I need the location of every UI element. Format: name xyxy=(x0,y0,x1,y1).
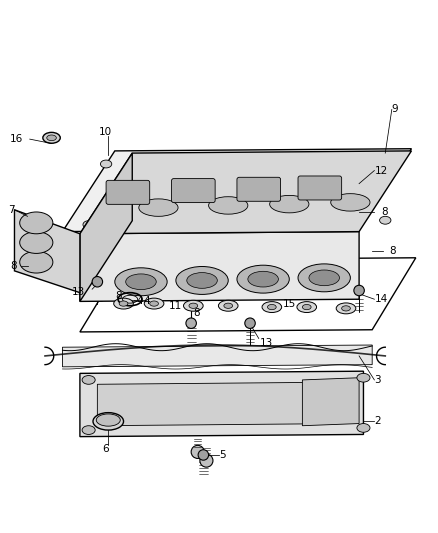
Ellipse shape xyxy=(176,266,228,294)
Ellipse shape xyxy=(157,159,168,167)
Ellipse shape xyxy=(177,173,244,221)
Text: 2: 2 xyxy=(374,416,380,426)
Ellipse shape xyxy=(353,285,364,296)
Polygon shape xyxy=(80,151,410,234)
Ellipse shape xyxy=(335,217,346,225)
Ellipse shape xyxy=(20,232,53,253)
Ellipse shape xyxy=(20,251,53,273)
Text: 8: 8 xyxy=(380,207,387,217)
Polygon shape xyxy=(14,210,80,293)
Ellipse shape xyxy=(138,199,178,216)
Ellipse shape xyxy=(237,265,289,293)
Ellipse shape xyxy=(261,302,281,312)
Ellipse shape xyxy=(269,196,308,213)
Ellipse shape xyxy=(267,304,276,310)
Polygon shape xyxy=(62,345,371,367)
Text: 13: 13 xyxy=(72,287,85,297)
Text: 4: 4 xyxy=(136,296,143,306)
Ellipse shape xyxy=(20,212,53,234)
Ellipse shape xyxy=(223,303,232,309)
Ellipse shape xyxy=(244,318,254,328)
Ellipse shape xyxy=(356,374,369,382)
Ellipse shape xyxy=(297,264,350,292)
Ellipse shape xyxy=(96,414,120,426)
Text: 9: 9 xyxy=(391,104,398,115)
Ellipse shape xyxy=(144,298,163,309)
Ellipse shape xyxy=(379,216,390,224)
Ellipse shape xyxy=(191,446,204,458)
Polygon shape xyxy=(80,371,363,437)
Text: 5: 5 xyxy=(219,450,226,460)
Ellipse shape xyxy=(199,454,212,467)
Ellipse shape xyxy=(198,450,208,460)
Polygon shape xyxy=(62,149,410,232)
Ellipse shape xyxy=(100,160,112,168)
Text: 8: 8 xyxy=(193,308,199,318)
Ellipse shape xyxy=(308,270,339,286)
Ellipse shape xyxy=(125,274,156,289)
Text: 8: 8 xyxy=(389,246,396,256)
Ellipse shape xyxy=(183,300,203,311)
Ellipse shape xyxy=(336,303,355,314)
Ellipse shape xyxy=(218,300,237,311)
Text: 8: 8 xyxy=(115,291,121,301)
Ellipse shape xyxy=(188,303,197,309)
Text: 14: 14 xyxy=(374,294,387,304)
Ellipse shape xyxy=(341,306,350,311)
Ellipse shape xyxy=(43,132,60,143)
Ellipse shape xyxy=(116,175,184,223)
Ellipse shape xyxy=(296,302,316,312)
Ellipse shape xyxy=(93,413,123,430)
FancyBboxPatch shape xyxy=(297,176,341,200)
Ellipse shape xyxy=(92,277,102,287)
Polygon shape xyxy=(80,232,358,301)
Text: 12: 12 xyxy=(374,166,387,175)
Ellipse shape xyxy=(226,219,238,227)
Ellipse shape xyxy=(292,218,303,226)
Ellipse shape xyxy=(298,169,366,217)
Ellipse shape xyxy=(115,268,167,296)
Text: 13: 13 xyxy=(259,338,272,348)
Ellipse shape xyxy=(113,220,124,228)
Ellipse shape xyxy=(330,193,369,211)
Ellipse shape xyxy=(186,272,217,288)
Polygon shape xyxy=(80,153,132,301)
Ellipse shape xyxy=(47,135,56,141)
Ellipse shape xyxy=(237,172,305,220)
FancyBboxPatch shape xyxy=(237,177,280,201)
Text: 7: 7 xyxy=(8,205,14,215)
FancyBboxPatch shape xyxy=(171,179,215,203)
Ellipse shape xyxy=(113,298,133,309)
Text: 4: 4 xyxy=(143,296,149,306)
Text: 10: 10 xyxy=(99,127,112,137)
Ellipse shape xyxy=(82,376,95,384)
Ellipse shape xyxy=(149,301,158,306)
Ellipse shape xyxy=(353,155,364,162)
Ellipse shape xyxy=(82,426,95,434)
Ellipse shape xyxy=(83,221,94,229)
Ellipse shape xyxy=(244,157,255,165)
Ellipse shape xyxy=(208,197,247,214)
FancyBboxPatch shape xyxy=(106,180,149,204)
Ellipse shape xyxy=(185,318,196,328)
Text: 16: 16 xyxy=(10,134,23,144)
Polygon shape xyxy=(97,382,345,426)
Ellipse shape xyxy=(119,301,127,306)
Text: 11: 11 xyxy=(169,301,182,311)
Text: 6: 6 xyxy=(102,444,108,454)
Text: 8: 8 xyxy=(10,261,17,271)
Text: 3: 3 xyxy=(374,375,380,385)
Ellipse shape xyxy=(356,424,369,432)
Polygon shape xyxy=(302,378,358,426)
Ellipse shape xyxy=(247,271,278,287)
Ellipse shape xyxy=(302,304,311,310)
Text: 15: 15 xyxy=(282,300,295,310)
